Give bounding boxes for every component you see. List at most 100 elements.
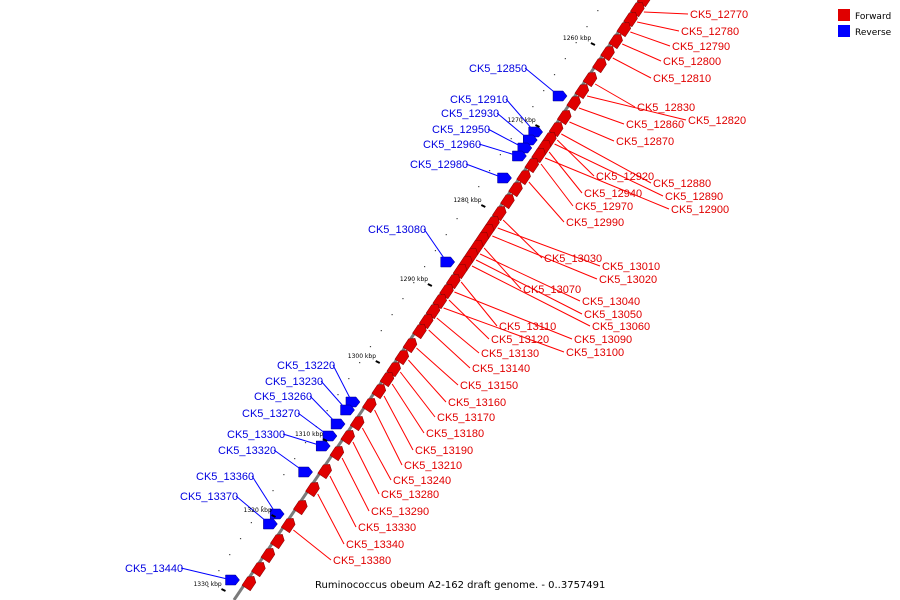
kbp-label: 1300 kbp [348, 353, 376, 360]
reverse-leader-line [235, 495, 270, 525]
minor-tick [294, 458, 296, 460]
reverse-gene-label: CK5_12910 [450, 94, 508, 106]
gene-labels: CK5_12770 CK5_12780 CK5_12790 CK5_12800 CK5_… [125, 9, 748, 575]
minor-tick [239, 538, 242, 540]
forward-gene-label: CK5_13040 [582, 296, 640, 308]
legend-reverse-swatch [838, 25, 850, 37]
forward-gene-label: CK5_13120 [491, 334, 549, 346]
kbp-tick [322, 438, 328, 442]
forward-leader-line [436, 317, 480, 354]
kbp-label: 1290 kbp [400, 276, 428, 283]
forward-gene-arrow [616, 22, 632, 38]
forward-leader-line [399, 371, 436, 418]
forward-gene-arrow [280, 518, 296, 534]
forward-gene-arrow [362, 398, 377, 414]
minor-tick [467, 202, 469, 204]
forward-gene-label: CK5_12830 [637, 102, 695, 114]
forward-gene-label: CK5_13340 [346, 539, 404, 551]
forward-leader-line [622, 43, 662, 62]
tick-marks [207, 10, 599, 588]
forward-gene-arrow [305, 482, 320, 498]
minor-tick [337, 394, 339, 396]
genome-caption: Ruminococcus obeum A2-162 draft genome. … [315, 580, 605, 591]
forward-leader-line [502, 219, 543, 259]
label-leader-lines [180, 11, 689, 581]
forward-gene-arrow [582, 72, 598, 88]
kbp-tick [271, 514, 276, 518]
reverse-leader-line [320, 380, 347, 411]
forward-leader-line [554, 143, 664, 197]
minor-tick [380, 330, 382, 332]
forward-gene-label: CK5_12920 [596, 171, 654, 183]
forward-gene-arrow [260, 548, 276, 564]
reverse-gene-label: CK5_12960 [423, 139, 481, 151]
reverse-gene-label: CK5_13440 [125, 563, 183, 575]
forward-gene-arrow [317, 464, 332, 480]
minor-tick [261, 506, 263, 508]
forward-leader-line [341, 457, 370, 512]
kbp-tick [375, 360, 381, 364]
minor-tick [326, 410, 328, 412]
minor-tick [229, 554, 231, 556]
minor-tick [445, 234, 447, 236]
forward-leader-line [416, 347, 459, 386]
minor-tick [510, 138, 512, 140]
forward-gene-arrow [566, 96, 581, 112]
reverse-leader-line [332, 364, 353, 403]
forward-gene-label: CK5_13100 [566, 347, 624, 359]
forward-leader-line [448, 299, 490, 340]
reverse-gene-arrow [269, 508, 285, 520]
forward-leader-line [293, 529, 332, 561]
reverse-gene-label: CK5_13080 [368, 224, 426, 236]
forward-gene-label: CK5_12990 [566, 217, 624, 229]
reverse-gene-arrow [315, 440, 331, 452]
forward-gene-label: CK5_13380 [333, 555, 391, 567]
minor-tick [575, 42, 577, 44]
forward-gene-arrow [340, 430, 355, 446]
reverse-gene-label: CK5_13320 [218, 445, 276, 457]
forward-gene-label: CK5_13190 [415, 445, 473, 457]
minor-tick [250, 522, 252, 524]
minor-tick [499, 154, 501, 156]
forward-leader-line [460, 281, 498, 327]
forward-gene-label: CK5_13140 [472, 363, 530, 375]
reverse-gene-label: CK5_12930 [441, 108, 499, 120]
forward-leader-line [443, 307, 565, 353]
forward-gene-arrow [394, 350, 410, 366]
forward-gene-label: CK5_12900 [671, 204, 729, 216]
forward-leader-line [471, 265, 591, 327]
forward-leader-line [578, 107, 625, 125]
kbp-label: 1260 kbp [563, 35, 591, 42]
minor-tick [488, 170, 491, 172]
forward-leader-line [561, 133, 652, 184]
reverse-leader-line [282, 433, 323, 447]
forward-gene-arrow [508, 182, 523, 198]
reverse-leader-line [465, 163, 504, 179]
forward-gene-label: CK5_13240 [393, 475, 451, 487]
forward-gene-label: CK5_13030 [544, 253, 602, 265]
minor-tick [413, 282, 415, 284]
minor-tick [283, 474, 285, 476]
minor-tick [424, 266, 426, 268]
minor-tick [359, 362, 361, 364]
forward-gene-label: CK5_13210 [404, 460, 462, 472]
forward-leader-line [528, 181, 565, 223]
forward-leader-line [352, 441, 380, 495]
forward-gene-arrow [371, 384, 387, 400]
forward-gene-arrow [608, 34, 623, 50]
reverse-gene-label: CK5_13230 [265, 376, 323, 388]
forward-gene-label: CK5_13060 [592, 321, 650, 333]
forward-leader-line [317, 493, 345, 545]
kbp-tick [534, 124, 540, 128]
minor-tick [521, 122, 523, 124]
forward-leader-line [329, 475, 357, 528]
forward-gene-label: CK5_12880 [653, 178, 711, 190]
forward-gene-arrow [574, 84, 590, 100]
forward-gene-label: CK5_12800 [663, 56, 721, 68]
minor-tick [586, 26, 588, 28]
forward-leader-line [492, 235, 598, 280]
reverse-leader-line [273, 449, 305, 473]
kbp-scale: 1260 kbp 1270 kbp 1280 kbp 1290 kbp 1300 kbp… [193, 35, 596, 592]
forward-gene-arrow [251, 562, 266, 578]
